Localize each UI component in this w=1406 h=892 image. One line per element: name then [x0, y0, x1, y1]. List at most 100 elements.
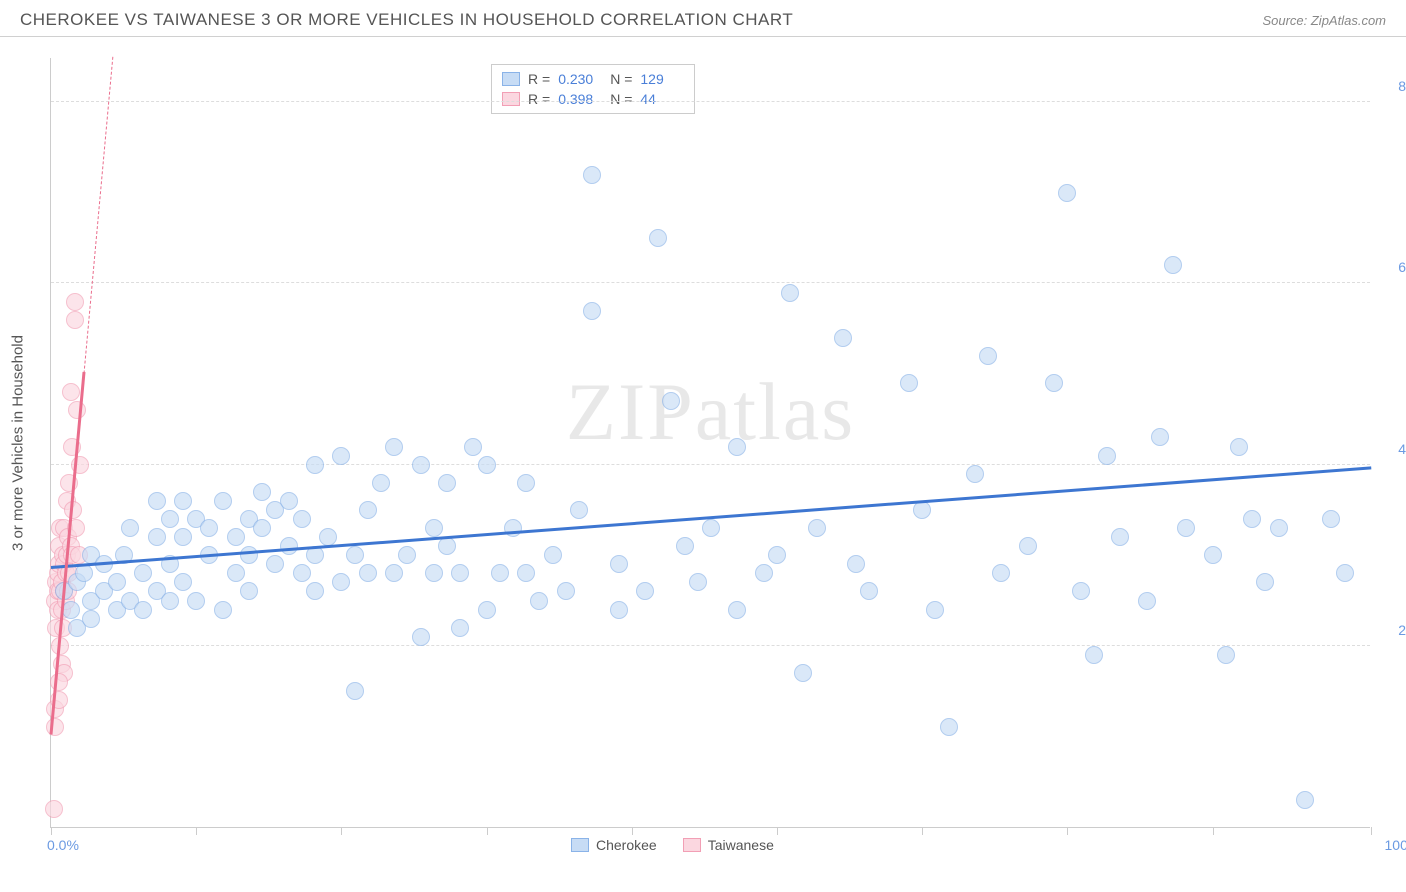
data-point [412, 456, 430, 474]
data-point [174, 528, 192, 546]
data-point [544, 546, 562, 564]
x-tick [1213, 827, 1214, 835]
data-point [293, 510, 311, 528]
data-point [464, 438, 482, 456]
chart-header: CHEROKEE VS TAIWANESE 3 OR MORE VEHICLES… [0, 0, 1406, 37]
data-point [62, 601, 80, 619]
legend-n-label: N = [610, 71, 632, 87]
data-point [478, 456, 496, 474]
data-point [966, 465, 984, 483]
data-point [451, 619, 469, 637]
data-point [794, 664, 812, 682]
data-point [1045, 374, 1063, 392]
x-axis-max-label: 100.0% [1385, 837, 1406, 853]
legend-r-value: 0.230 [558, 71, 602, 87]
data-point [940, 718, 958, 736]
data-point [926, 601, 944, 619]
x-tick [487, 827, 488, 835]
x-tick [632, 827, 633, 835]
data-point [1230, 438, 1248, 456]
legend-swatch [502, 72, 520, 86]
data-point [728, 601, 746, 619]
data-point [517, 474, 535, 492]
scatter-plot: ZIPatlas R =0.230N =129R =0.398N =44 0.0… [50, 58, 1370, 828]
data-point [227, 564, 245, 582]
data-point [1296, 791, 1314, 809]
data-point [1058, 184, 1076, 202]
data-point [240, 546, 258, 564]
data-point [1322, 510, 1340, 528]
legend-series-item: Taiwanese [683, 837, 774, 853]
legend-r-value: 0.398 [558, 91, 602, 107]
data-point [1177, 519, 1195, 537]
legend-r-label: R = [528, 71, 550, 87]
data-point [1164, 256, 1182, 274]
legend-swatch [683, 838, 701, 852]
legend-series-label: Cherokee [596, 837, 657, 853]
data-point [359, 564, 377, 582]
x-axis-min-label: 0.0% [47, 837, 79, 853]
data-point [266, 555, 284, 573]
data-point [332, 573, 350, 591]
data-point [161, 510, 179, 528]
data-point [174, 573, 192, 591]
legend-n-value: 44 [640, 91, 684, 107]
x-tick [1371, 827, 1372, 835]
data-point [214, 492, 232, 510]
data-point [808, 519, 826, 537]
data-point [755, 564, 773, 582]
data-point [372, 474, 390, 492]
data-point [768, 546, 786, 564]
data-point [517, 564, 535, 582]
chart-title: CHEROKEE VS TAIWANESE 3 OR MORE VEHICLES… [20, 10, 793, 30]
data-point [781, 284, 799, 302]
data-point [1243, 510, 1261, 528]
data-point [359, 501, 377, 519]
data-point [45, 800, 63, 818]
data-point [240, 582, 258, 600]
data-point [478, 601, 496, 619]
data-point [1217, 646, 1235, 664]
data-point [214, 601, 232, 619]
legend-stat-row: R =0.398N =44 [502, 89, 684, 109]
data-point [1098, 447, 1116, 465]
data-point [979, 347, 997, 365]
data-point [847, 555, 865, 573]
data-point [1019, 537, 1037, 555]
data-point [134, 601, 152, 619]
data-point [306, 456, 324, 474]
data-point [121, 519, 139, 537]
data-point [346, 546, 364, 564]
data-point [293, 564, 311, 582]
data-point [332, 447, 350, 465]
trend-line [84, 56, 114, 373]
data-point [385, 438, 403, 456]
data-point [1138, 592, 1156, 610]
data-point [530, 592, 548, 610]
data-point [583, 302, 601, 320]
data-point [227, 528, 245, 546]
legend-stats: R =0.230N =129R =0.398N =44 [491, 64, 695, 114]
data-point [662, 392, 680, 410]
legend-r-label: R = [528, 91, 550, 107]
x-tick [341, 827, 342, 835]
data-point [834, 329, 852, 347]
gridline [51, 645, 1370, 646]
data-point [319, 528, 337, 546]
data-point [900, 374, 918, 392]
data-point [676, 537, 694, 555]
data-point [253, 519, 271, 537]
gridline [51, 101, 1370, 102]
data-point [689, 573, 707, 591]
y-tick-label: 80.0% [1398, 78, 1406, 94]
data-point [148, 528, 166, 546]
data-point [860, 582, 878, 600]
legend-series-item: Cherokee [571, 837, 657, 853]
data-point [610, 555, 628, 573]
x-tick [51, 827, 52, 835]
data-point [1336, 564, 1354, 582]
data-point [583, 166, 601, 184]
data-point [62, 383, 80, 401]
legend-series-label: Taiwanese [708, 837, 774, 853]
legend-stat-row: R =0.230N =129 [502, 69, 684, 89]
